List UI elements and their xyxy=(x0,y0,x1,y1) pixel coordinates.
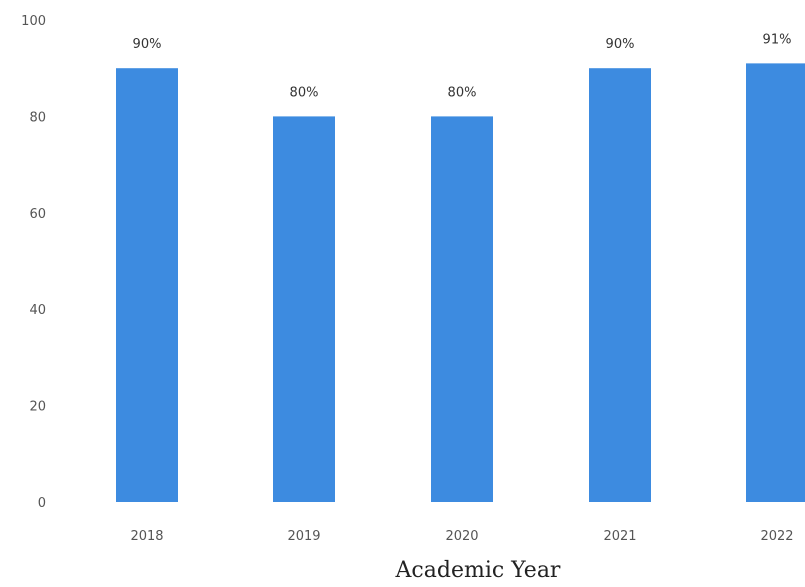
y-tick-label: 60 xyxy=(29,207,46,222)
y-tick-label: 100 xyxy=(21,14,46,29)
x-tick-label: 2019 xyxy=(287,529,320,544)
y-tick-label: 40 xyxy=(29,303,46,318)
data-label: 90% xyxy=(133,37,162,52)
bar-2020 xyxy=(431,116,493,503)
data-label: 91% xyxy=(763,32,792,47)
bar-2019 xyxy=(273,116,335,503)
x-tick-label: 2022 xyxy=(760,529,793,544)
data-label: 80% xyxy=(448,85,477,100)
y-axis-ticks: 0 20 40 60 80 100 xyxy=(21,14,46,511)
bar-2022 xyxy=(746,63,805,502)
y-tick-label: 20 xyxy=(29,400,46,415)
data-labels: 90% 80% 80% 90% 91% xyxy=(133,32,792,100)
y-tick-label: 80 xyxy=(29,110,46,125)
y-tick-label: 0 xyxy=(38,496,46,511)
x-tick-label: 2021 xyxy=(603,529,636,544)
x-axis-title: Academic Year xyxy=(395,558,561,583)
bar-2021 xyxy=(589,68,651,502)
x-tick-label: 2020 xyxy=(445,529,478,544)
bars xyxy=(116,63,805,503)
data-label: 80% xyxy=(290,85,319,100)
bar-2018 xyxy=(116,68,178,502)
x-tick-label: 2018 xyxy=(130,529,163,544)
data-label: 90% xyxy=(606,37,635,52)
x-axis-ticks: 2018 2019 2020 2021 2022 xyxy=(130,529,793,544)
